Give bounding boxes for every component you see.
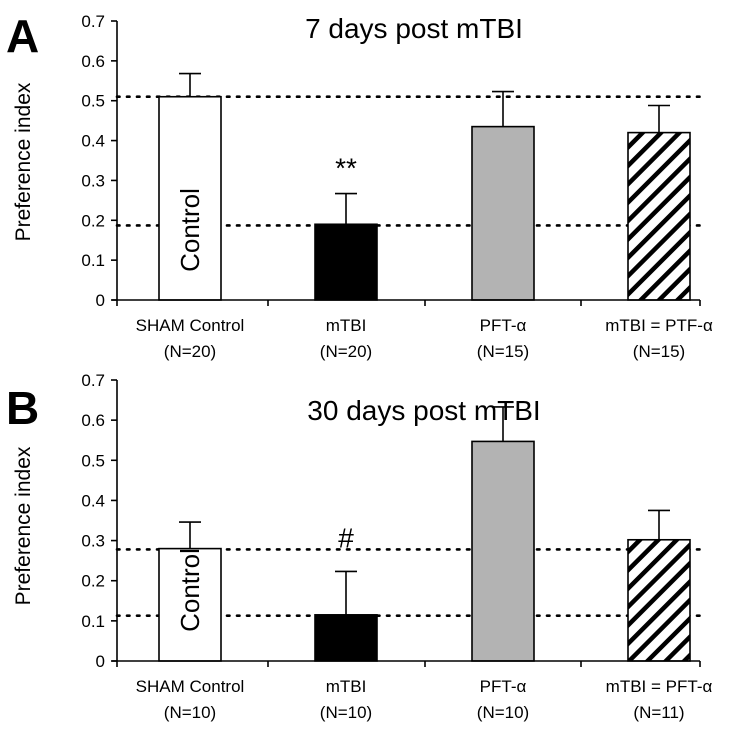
category-label: mTBI <box>326 677 367 696</box>
category-n-label: (N=11) <box>633 703 684 722</box>
category-label: mTBI = PFT-α <box>606 677 713 696</box>
y-tick-label: 0.2 <box>81 211 105 230</box>
bar-inner-label: Control <box>175 548 205 632</box>
category-n-label: (N=10) <box>320 703 372 722</box>
bar <box>158 95 222 301</box>
bar <box>314 614 378 662</box>
category-label: mTBI = PTF-α <box>605 316 713 335</box>
panel-letter-a: A <box>6 10 39 62</box>
significance-marker: # <box>338 522 354 553</box>
chart-title-a: 7 days post mTBI <box>305 13 523 44</box>
y-tick-label: 0.3 <box>81 171 105 190</box>
category-n-label: (N=15) <box>633 342 685 361</box>
y-tick-label: 0.5 <box>81 92 105 111</box>
category-n-label: (N=10) <box>477 703 529 722</box>
significance-marker: ** <box>335 153 357 184</box>
category-label: PFT-α <box>480 316 527 335</box>
y-tick-label: 0.3 <box>81 532 105 551</box>
bar <box>627 131 691 301</box>
category-n-label: (N=20) <box>164 342 216 361</box>
chart-title-b: 30 days post mTBI <box>307 395 540 426</box>
bar <box>158 547 222 662</box>
chart-panel-b: Control SHAM Control (N=10) # mTBI (N=10) PFT-… <box>81 371 712 722</box>
category-n-label: (N=10) <box>164 703 216 722</box>
category-label: PFT-α <box>480 677 527 696</box>
y-tick-label: 0.7 <box>81 371 105 390</box>
y-tick-label: 0.1 <box>81 612 105 631</box>
y-tick-label: 0.4 <box>81 491 105 510</box>
y-axis-label-b: Preference index <box>12 446 35 605</box>
y-tick-label: 0.6 <box>81 52 105 71</box>
bar <box>471 125 535 301</box>
bar <box>471 440 535 662</box>
y-tick-label: 0.2 <box>81 572 105 591</box>
y-tick-label: 0 <box>96 652 105 671</box>
y-tick-label: 0.4 <box>81 132 105 151</box>
y-tick-label: 0.1 <box>81 251 105 270</box>
y-tick-label: 0.6 <box>81 411 105 430</box>
category-label: SHAM Control <box>136 677 245 696</box>
y-tick-label: 0.5 <box>81 451 105 470</box>
panel-letter-b: B <box>6 382 39 434</box>
bar <box>627 538 691 662</box>
y-tick-label: 0.7 <box>81 12 105 31</box>
chart-panel-a: Control SHAM Control (N=20) ** mTBI (N=20) PFT… <box>81 12 713 361</box>
category-label: SHAM Control <box>136 316 245 335</box>
bar-inner-label: Control <box>175 188 205 272</box>
y-tick-label: 0 <box>96 291 105 310</box>
y-axis-label-a: Preference index <box>12 82 35 241</box>
bar <box>314 223 378 301</box>
category-label: mTBI <box>326 316 367 335</box>
category-n-label: (N=20) <box>320 342 372 361</box>
category-n-label: (N=15) <box>477 342 529 361</box>
